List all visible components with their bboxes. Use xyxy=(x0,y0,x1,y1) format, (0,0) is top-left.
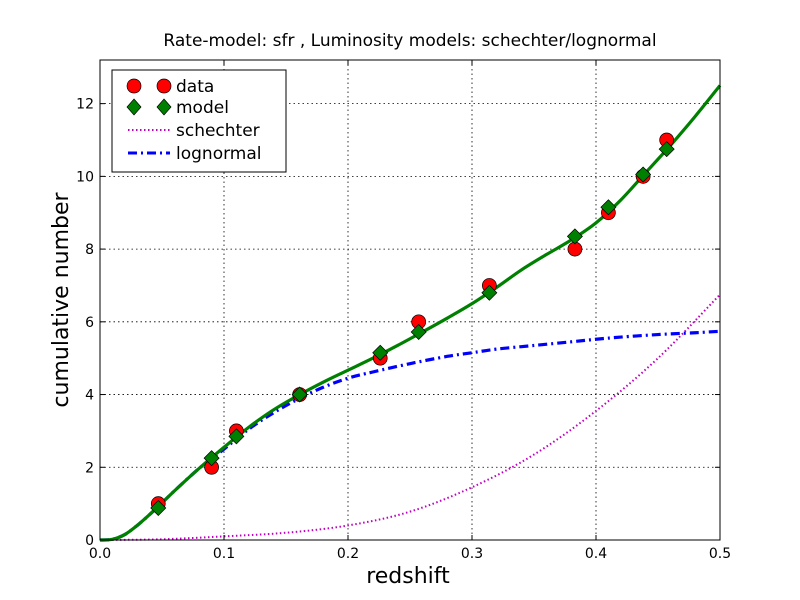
y-tick-label: 8 xyxy=(85,242,94,258)
model-point xyxy=(228,428,245,445)
y-tick-label: 6 xyxy=(85,315,94,331)
y-tick-label: 0 xyxy=(85,533,94,549)
x-axis-label: redshift xyxy=(366,564,450,589)
legend-data-marker-left xyxy=(126,78,142,94)
model-point xyxy=(150,500,167,516)
x-tick-label: 0.1 xyxy=(213,546,235,562)
axis-ticks: 0.0 0.1 0.2 0.3 0.4 0.5 0 2 4 6 8 10 12 xyxy=(76,60,731,562)
x-tick-label: 0.5 xyxy=(709,546,731,562)
series-group xyxy=(99,84,722,542)
model-point xyxy=(566,228,583,245)
y-tick-label: 4 xyxy=(85,388,94,404)
model-point xyxy=(481,284,498,301)
legend: data model schechter lognormal xyxy=(111,69,287,173)
x-tick-label: 0.4 xyxy=(585,546,607,562)
legend-label-data: data xyxy=(176,77,214,97)
model-point xyxy=(372,344,389,361)
legend-model-marker-right xyxy=(156,98,172,116)
model-point xyxy=(600,199,617,216)
chart-title: Rate-model: sfr , Luminosity models: sch… xyxy=(163,31,656,51)
y-tick-label: 12 xyxy=(76,97,94,113)
x-tick-label: 0.2 xyxy=(337,546,359,562)
legend-label-model: model xyxy=(176,98,229,118)
legend-label-lognormal: lognormal xyxy=(176,144,261,164)
model-point xyxy=(410,324,427,340)
y-tick-label: 2 xyxy=(85,460,94,476)
x-tick-label: 0.3 xyxy=(461,546,483,562)
model-point xyxy=(658,141,675,158)
grid xyxy=(100,60,720,540)
y-tick-label: 10 xyxy=(76,169,94,185)
legend-data-marker-right xyxy=(156,78,172,94)
model-point xyxy=(203,450,220,467)
plot-frame xyxy=(99,59,721,541)
model-point xyxy=(635,166,652,183)
model-point xyxy=(291,386,308,403)
y-axis-label: cumulative number xyxy=(49,191,74,407)
legend-label-schechter: schechter xyxy=(176,121,260,141)
legend-model-marker-left xyxy=(126,98,142,116)
x-tick-label: 0.0 xyxy=(89,546,111,562)
